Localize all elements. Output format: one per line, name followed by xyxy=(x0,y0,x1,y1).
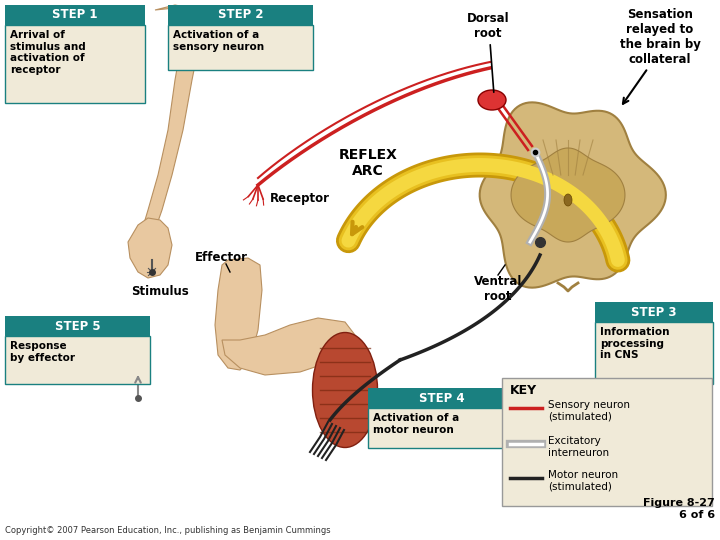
Text: Effector: Effector xyxy=(195,251,248,264)
Polygon shape xyxy=(142,5,200,235)
Text: Figure 8-27
6 of 6: Figure 8-27 6 of 6 xyxy=(643,498,715,520)
Text: KEY: KEY xyxy=(510,384,537,397)
Text: Activation of a
motor neuron: Activation of a motor neuron xyxy=(373,413,459,435)
FancyBboxPatch shape xyxy=(368,408,516,448)
Text: Sensory neuron
(stimulated): Sensory neuron (stimulated) xyxy=(548,400,630,422)
Text: STEP 4: STEP 4 xyxy=(419,392,465,404)
Text: STEP 5: STEP 5 xyxy=(55,320,100,333)
Text: Stimulus: Stimulus xyxy=(131,285,189,298)
Text: STEP 2: STEP 2 xyxy=(217,9,264,22)
Ellipse shape xyxy=(478,90,506,110)
Text: REFLEX
ARC: REFLEX ARC xyxy=(338,148,397,178)
Text: Information
processing
in CNS: Information processing in CNS xyxy=(600,327,670,360)
Text: Copyright© 2007 Pearson Education, Inc., publishing as Benjamin Cummings: Copyright© 2007 Pearson Education, Inc.,… xyxy=(5,526,330,535)
FancyBboxPatch shape xyxy=(5,5,145,25)
Text: Ventral
root: Ventral root xyxy=(474,275,522,303)
Polygon shape xyxy=(128,218,172,278)
Text: Sensation
relayed to
the brain by
collateral: Sensation relayed to the brain by collat… xyxy=(620,8,701,66)
Text: Activation of a
sensory neuron: Activation of a sensory neuron xyxy=(173,30,264,52)
Polygon shape xyxy=(511,148,625,242)
FancyBboxPatch shape xyxy=(168,5,313,25)
Ellipse shape xyxy=(564,194,572,206)
Text: Receptor: Receptor xyxy=(270,192,330,205)
Polygon shape xyxy=(480,103,666,288)
Text: Response
by effector: Response by effector xyxy=(10,341,75,362)
FancyBboxPatch shape xyxy=(595,322,713,384)
Polygon shape xyxy=(222,318,355,375)
Text: Arrival of
stimulus and
activation of
receptor: Arrival of stimulus and activation of re… xyxy=(10,30,86,75)
FancyBboxPatch shape xyxy=(502,378,712,506)
Text: STEP 1: STEP 1 xyxy=(53,9,98,22)
FancyBboxPatch shape xyxy=(368,388,516,408)
FancyBboxPatch shape xyxy=(5,336,150,384)
FancyBboxPatch shape xyxy=(168,25,313,70)
FancyBboxPatch shape xyxy=(5,316,150,336)
Text: STEP 3: STEP 3 xyxy=(631,306,677,319)
Text: Motor neuron
(stimulated): Motor neuron (stimulated) xyxy=(548,470,618,491)
Text: Dorsal
root: Dorsal root xyxy=(467,12,509,40)
Ellipse shape xyxy=(312,333,377,448)
FancyBboxPatch shape xyxy=(595,302,713,322)
Polygon shape xyxy=(215,258,262,370)
FancyBboxPatch shape xyxy=(5,25,145,103)
Text: Excitatory
interneuron: Excitatory interneuron xyxy=(548,436,609,457)
